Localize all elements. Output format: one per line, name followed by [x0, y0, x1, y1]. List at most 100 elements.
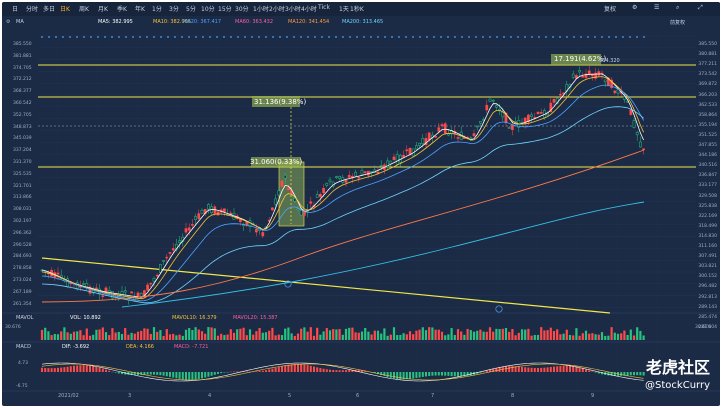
volume-bar	[245, 335, 248, 340]
candle-body	[408, 147, 412, 155]
volume-bar	[40, 329, 44, 340]
signal-dot	[636, 36, 638, 38]
signal-dot	[90, 36, 92, 38]
volume-bar	[178, 334, 181, 340]
candle-body	[440, 124, 444, 127]
signal-dot	[454, 36, 456, 38]
period-tab-11[interactable]: 10分	[201, 6, 215, 13]
gear-icon[interactable]: ⚙	[632, 4, 638, 11]
volume-bar	[424, 330, 428, 340]
candle-body	[539, 111, 543, 114]
candle-body	[623, 96, 626, 100]
period-tab-17[interactable]: 4小时	[301, 6, 317, 13]
macd-bar	[172, 372, 175, 378]
candle-body	[607, 77, 610, 87]
volume-bar	[453, 335, 456, 340]
candle-body	[283, 174, 287, 179]
candle-body	[434, 136, 437, 138]
volume-panel-label[interactable]: MAVOL	[16, 315, 34, 321]
period-tab-14[interactable]: 1小时	[253, 6, 269, 13]
macd-bar	[364, 370, 367, 372]
period-tab-0[interactable]: 日	[12, 6, 19, 13]
macd-bar	[309, 365, 312, 372]
macd-bar	[236, 371, 239, 372]
signal-dot	[342, 36, 344, 38]
macd-bar	[540, 367, 543, 372]
candle-body	[571, 73, 575, 78]
volume-bar	[632, 335, 636, 340]
period-tab-19[interactable]: 1天	[339, 6, 349, 13]
candle-body	[386, 160, 389, 168]
ma-settings-icon[interactable]: ⚙	[6, 19, 11, 25]
macd-bar	[412, 372, 415, 379]
macd-bar	[546, 367, 549, 372]
period-tab-9[interactable]: 3分	[169, 6, 179, 13]
period-tab-8[interactable]: 1分	[152, 6, 162, 13]
adjust-mode[interactable]: 前复权	[670, 20, 686, 26]
volume-bar	[597, 334, 600, 340]
period-tab-15[interactable]: 2小时	[269, 6, 285, 13]
search-icon[interactable]: ⌕	[676, 4, 680, 11]
volume-bar	[66, 332, 69, 340]
period-tab-10[interactable]: 5分	[186, 6, 196, 13]
volume-bar	[578, 335, 581, 340]
macd-bar	[162, 372, 165, 376]
period-tab-12[interactable]: 15分	[218, 6, 232, 13]
candle-body	[405, 149, 409, 152]
signal-dot	[643, 36, 645, 38]
volume-bar	[140, 330, 143, 340]
volume-bar	[226, 334, 229, 340]
signal-dot	[244, 36, 246, 38]
macd-bar	[591, 371, 594, 373]
price-tick-left: 273.024	[13, 278, 32, 283]
candle-body	[149, 282, 153, 285]
volume-bar	[200, 331, 204, 340]
macd-panel-label[interactable]: MACD	[16, 344, 31, 350]
period-tab-18[interactable]: Tick	[318, 4, 330, 11]
volume-bar	[76, 331, 79, 340]
period-tab-4[interactable]: 周K	[79, 6, 89, 13]
volume-bar	[88, 335, 92, 340]
macd-bar	[130, 372, 133, 376]
list-icon[interactable]: ☰	[654, 4, 660, 11]
volume-bar	[373, 330, 376, 340]
signal-dot	[601, 36, 603, 38]
macd-bar	[117, 372, 120, 374]
candle-body	[354, 171, 357, 177]
expand-icon[interactable]: ⤢	[698, 4, 703, 11]
price-tick: 311.160	[698, 244, 717, 249]
macd-bar	[562, 365, 565, 372]
signal-dot	[118, 36, 120, 38]
candle-body	[479, 121, 482, 124]
period-tab-3[interactable]: 日K	[60, 6, 70, 13]
macd-bar	[57, 367, 59, 372]
price-tick: 307.491	[698, 254, 717, 260]
period-tab-2[interactable]: 多日	[43, 6, 56, 13]
volume-bar	[476, 330, 479, 340]
candle-body	[629, 109, 633, 115]
macd-bar	[565, 365, 568, 372]
period-tab-20[interactable]: 1秒K	[350, 6, 364, 13]
period-tab-1[interactable]: 分时	[26, 6, 39, 13]
macd-bar	[533, 367, 536, 372]
adjust-button[interactable]: 复权	[604, 6, 617, 13]
candle-body	[277, 190, 281, 196]
period-tab-16[interactable]: 3小时	[285, 6, 301, 13]
period-tab-7[interactable]: 年K	[135, 6, 145, 13]
signal-dot	[552, 36, 554, 38]
price-tick-left: 368.377	[13, 89, 32, 95]
signal-dot	[216, 36, 218, 38]
volume-bar	[242, 327, 245, 340]
volume-bar	[184, 329, 188, 340]
period-tab-5[interactable]: 月K	[98, 6, 108, 13]
period-tab-6[interactable]: 季K	[117, 6, 127, 13]
candle-body	[187, 227, 191, 231]
macd-bar	[73, 365, 75, 372]
ma-label[interactable]: MA	[16, 19, 24, 25]
macd-bar	[639, 372, 642, 376]
period-tab-13[interactable]: 30分	[235, 6, 249, 13]
volume-bar	[584, 330, 588, 340]
volume-bar	[639, 330, 642, 340]
